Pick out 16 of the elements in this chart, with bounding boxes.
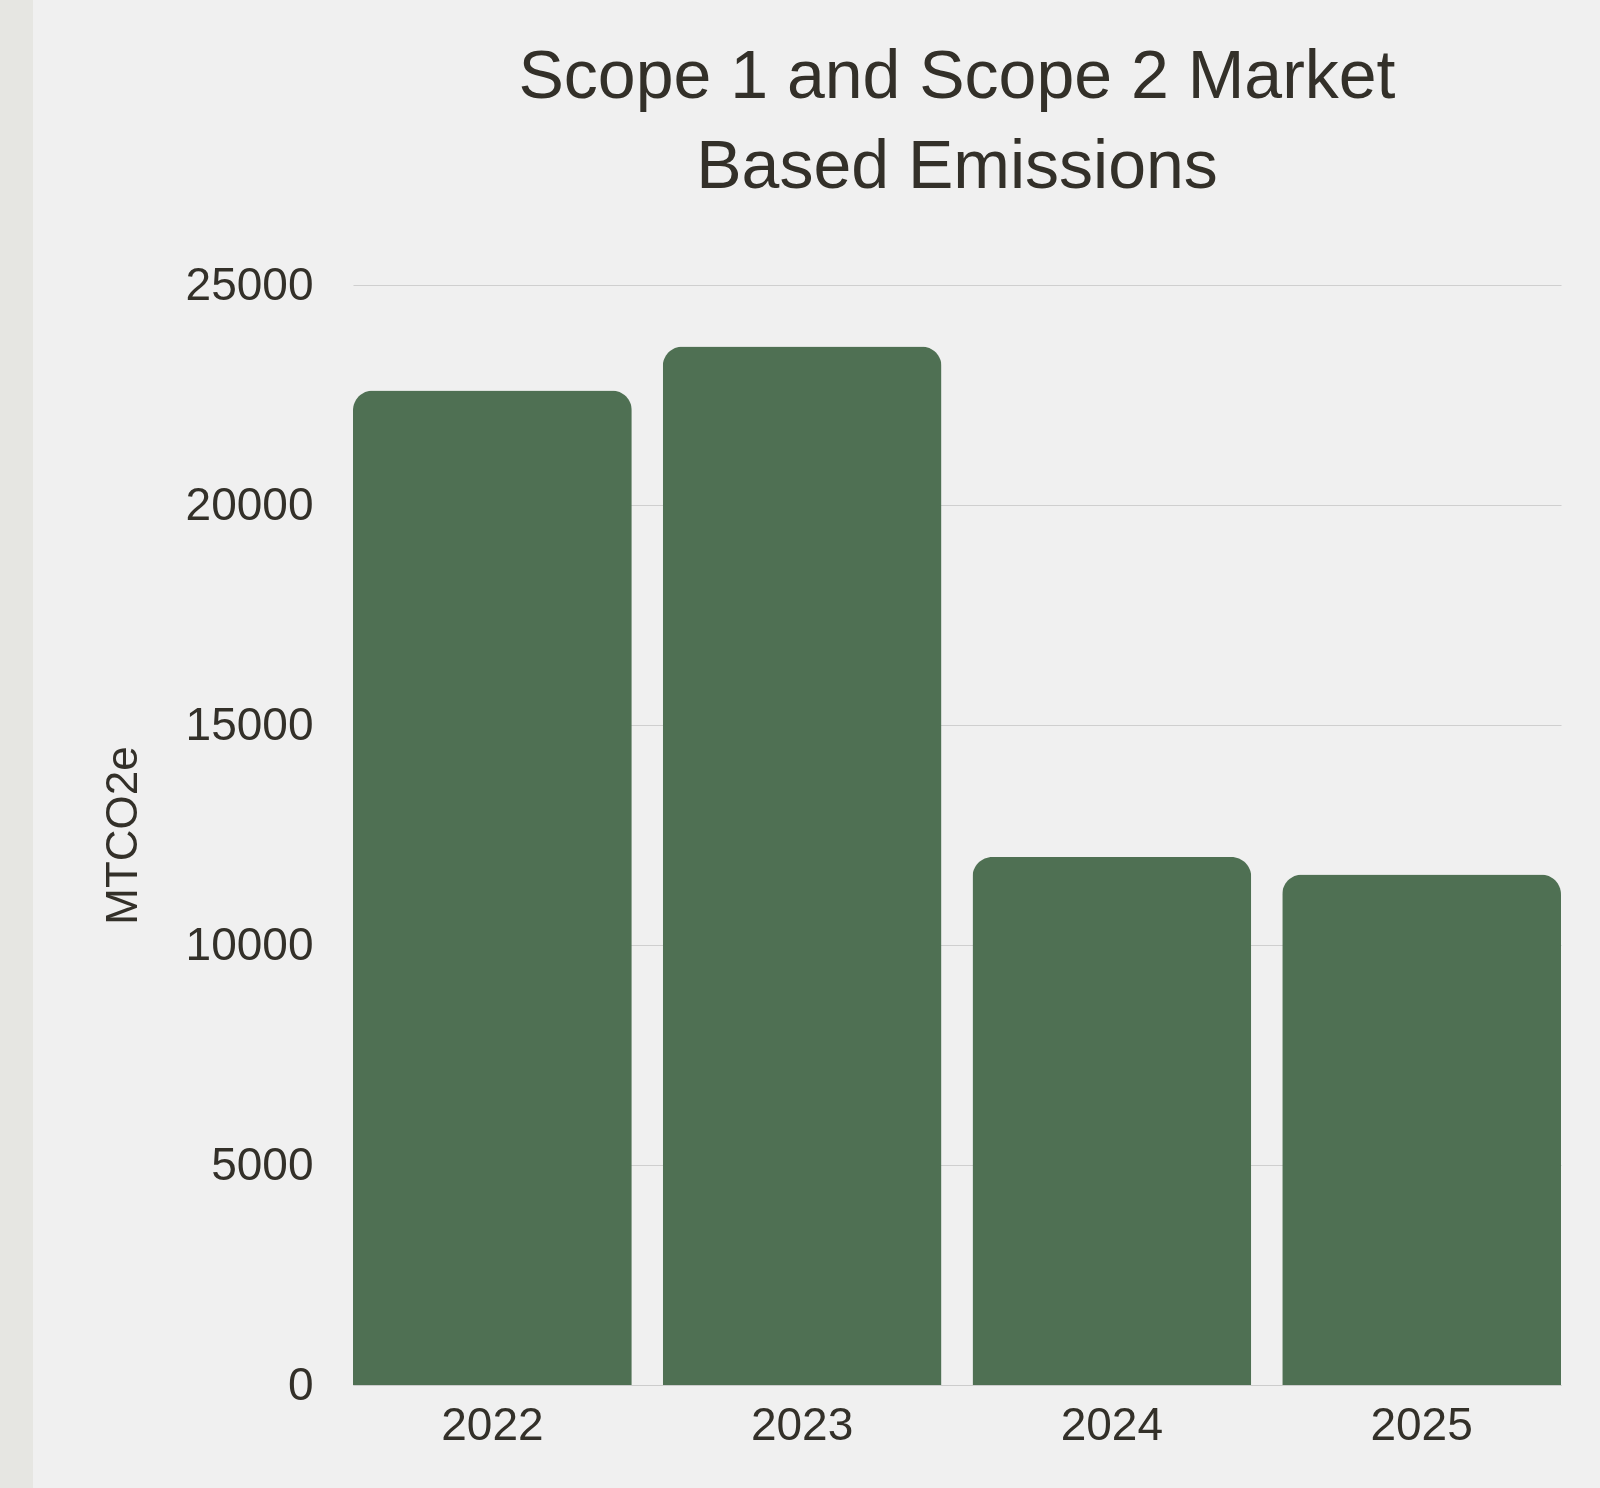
y-axis-title: MTCO2e	[96, 746, 146, 925]
chart-title: Scope 1 and Scope 2 Market Based Emissions	[518, 36, 1396, 202]
x-tick-label: 2023	[750, 1397, 854, 1450]
y-tick-label: 15000	[185, 697, 314, 750]
x-tick-label: 2022	[441, 1397, 544, 1450]
bar	[972, 857, 1252, 1385]
y-tick-label: 0	[287, 1357, 314, 1410]
bar	[662, 346, 942, 1385]
y-tick-label: 20000	[185, 477, 314, 530]
x-tick-label: 2024	[1060, 1397, 1164, 1450]
bar	[353, 390, 632, 1385]
x-tick-label: 2025	[1370, 1397, 1473, 1450]
y-tick-label: 5000	[211, 1137, 314, 1190]
y-tick-label: 10000	[185, 917, 314, 970]
y-tick-label: 25000	[185, 257, 314, 310]
bar	[1282, 874, 1561, 1385]
